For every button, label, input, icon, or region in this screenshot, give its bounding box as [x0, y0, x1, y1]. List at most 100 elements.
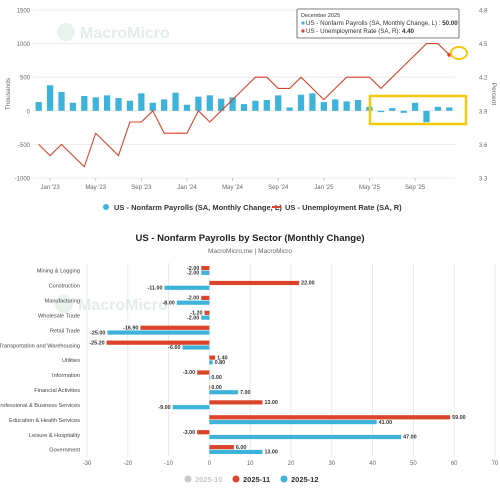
legend-item-2025-12[interactable]: 2025-12 — [280, 475, 319, 484]
bar-2025-12[interactable] — [201, 270, 210, 275]
bar-2025-12[interactable] — [201, 315, 210, 320]
bar-2025-11[interactable] — [209, 400, 263, 405]
payroll-bar[interactable] — [354, 100, 362, 111]
payroll-bar[interactable] — [343, 101, 350, 111]
legend-payroll-label: US - Nonfarm Payrolls (SA, Monthly Chang… — [114, 203, 282, 212]
payroll-bar[interactable] — [58, 91, 65, 111]
payroll-bar[interactable] — [377, 110, 385, 113]
payroll-bar[interactable] — [389, 108, 396, 111]
bar-2025-11[interactable] — [204, 310, 210, 315]
legend-item-2025-11[interactable]: 2025-11 — [232, 475, 271, 484]
payroll-bar[interactable] — [286, 107, 293, 111]
payroll-bar[interactable] — [92, 97, 99, 111]
x-tick-label: Jan '23 — [41, 185, 61, 191]
payroll-bar[interactable] — [252, 100, 259, 111]
bar-2025-12[interactable] — [164, 285, 210, 290]
tooltip-payroll-value: 50.00 — [442, 20, 458, 27]
legend-item-unemployment[interactable]: US - Unemployment Rate (SA, R) — [272, 203, 402, 212]
bar-2025-11[interactable] — [106, 340, 210, 345]
value-label-2025-12: 0.00 — [211, 375, 222, 381]
bar-2025-11[interactable] — [209, 415, 451, 420]
payrolls-unemployment-chart: MacroMicro 1500 1000 500 0 -500 -1000 4.8 4.5 4.… — [5, 9, 497, 213]
sector-payrolls-chart: US - Nonfarm Payrolls by Sector (Monthly… — [0, 233, 499, 484]
bar-2025-12[interactable] — [176, 300, 210, 305]
payroll-bar[interactable] — [46, 85, 54, 111]
legend: US - Nonfarm Payrolls (SA, Monthly Chang… — [103, 203, 402, 212]
payroll-bar[interactable] — [411, 102, 419, 111]
bar-2025-11[interactable] — [209, 385, 211, 390]
payroll-bar[interactable] — [172, 92, 179, 111]
payroll-bar[interactable] — [240, 104, 248, 111]
payroll-bar[interactable] — [446, 107, 453, 111]
x-tick-label-2: 70 — [492, 461, 499, 467]
bar-2025-12[interactable] — [209, 419, 377, 425]
legend-item-2025-10[interactable]: 2025-10 — [184, 475, 223, 484]
y2-tick-label: 3.3 — [479, 177, 488, 183]
x-tick-label: Sep '24 — [268, 185, 289, 191]
watermark-text-2: MacroMicro — [78, 297, 168, 314]
payroll-bar[interactable] — [297, 94, 305, 111]
legend-item-payroll[interactable]: US - Nonfarm Payrolls (SA, Monthly Chang… — [103, 203, 282, 212]
payroll-bar[interactable] — [218, 98, 225, 111]
category-label: Professional & Business Services — [0, 403, 80, 409]
category-label: Information — [52, 373, 80, 379]
payroll-bar[interactable] — [206, 95, 213, 111]
bar-2025-12[interactable] — [209, 360, 213, 365]
payroll-bar[interactable] — [332, 99, 339, 111]
highlight-box — [368, 94, 468, 126]
payroll-bar[interactable] — [81, 96, 88, 111]
bar-2025-11[interactable] — [197, 430, 210, 435]
unemployment-line[interactable] — [38, 43, 450, 168]
bar-2025-12[interactable] — [107, 330, 210, 335]
bar-2025-12[interactable] — [209, 434, 402, 440]
bar-2025-12[interactable] — [182, 345, 210, 350]
payroll-bar[interactable] — [103, 95, 111, 111]
bar-2025-11[interactable] — [140, 325, 210, 330]
payroll-bar[interactable] — [320, 102, 327, 111]
payroll-bar[interactable] — [195, 96, 202, 111]
payroll-bar[interactable] — [138, 93, 145, 111]
value-label-2025-12: -25.00 — [90, 330, 105, 336]
value-label-2025-12: -11.00 — [148, 285, 163, 291]
x-tick-label: Sep '23 — [131, 185, 152, 191]
legend-2025-10-label: 2025-10 — [195, 475, 223, 484]
value-label-2025-11: 22.00 — [301, 281, 315, 287]
payroll-bar[interactable] — [183, 104, 191, 111]
tooltip-payroll-marker — [301, 21, 305, 25]
bar-2025-12[interactable] — [209, 449, 263, 455]
bar-2025-12[interactable] — [209, 390, 238, 395]
payroll-bar[interactable] — [229, 97, 236, 111]
payroll-bar[interactable] — [35, 102, 42, 111]
legend-2025-12-label: 2025-12 — [291, 475, 319, 484]
watermark-icon — [57, 23, 75, 41]
value-label-2025-11: -2.00 — [187, 296, 199, 302]
payroll-bar[interactable] — [126, 100, 134, 111]
watermark-logo: MacroMicro — [57, 23, 170, 42]
payroll-bar[interactable] — [263, 100, 270, 111]
value-label-2025-11: -1.20 — [190, 311, 202, 317]
x-tick-label-2: 30 — [328, 461, 335, 467]
payroll-bar[interactable] — [434, 106, 442, 111]
bar-2025-11[interactable] — [197, 370, 210, 375]
y-tick-label: 1500 — [17, 9, 31, 15]
bar-2025-12[interactable] — [172, 405, 210, 410]
payroll-bar[interactable] — [149, 102, 156, 111]
bar-2025-11[interactable] — [201, 265, 210, 271]
bar-2025-11[interactable] — [209, 280, 300, 286]
payroll-bar[interactable] — [309, 93, 316, 111]
bar-2025-11[interactable] — [209, 355, 216, 360]
bar-2025-12[interactable] — [209, 375, 211, 380]
payroll-bar[interactable] — [115, 98, 122, 111]
tooltip-unemployment-value: 4.40 — [402, 28, 415, 35]
y-axis-title: Thousands — [5, 77, 12, 110]
bar-2025-11[interactable] — [201, 295, 210, 301]
payroll-bar[interactable] — [275, 95, 282, 111]
value-label-2025-12: 0.80 — [215, 360, 226, 366]
value-label-2025-11: 0.00 — [211, 385, 222, 391]
bar-2025-11[interactable] — [209, 445, 234, 450]
value-label-2025-11: 1.40 — [217, 355, 228, 361]
payroll-bar[interactable] — [161, 99, 168, 111]
payroll-bar[interactable] — [423, 110, 430, 123]
payroll-bar[interactable] — [69, 102, 77, 111]
payroll-bar[interactable] — [400, 110, 407, 113]
